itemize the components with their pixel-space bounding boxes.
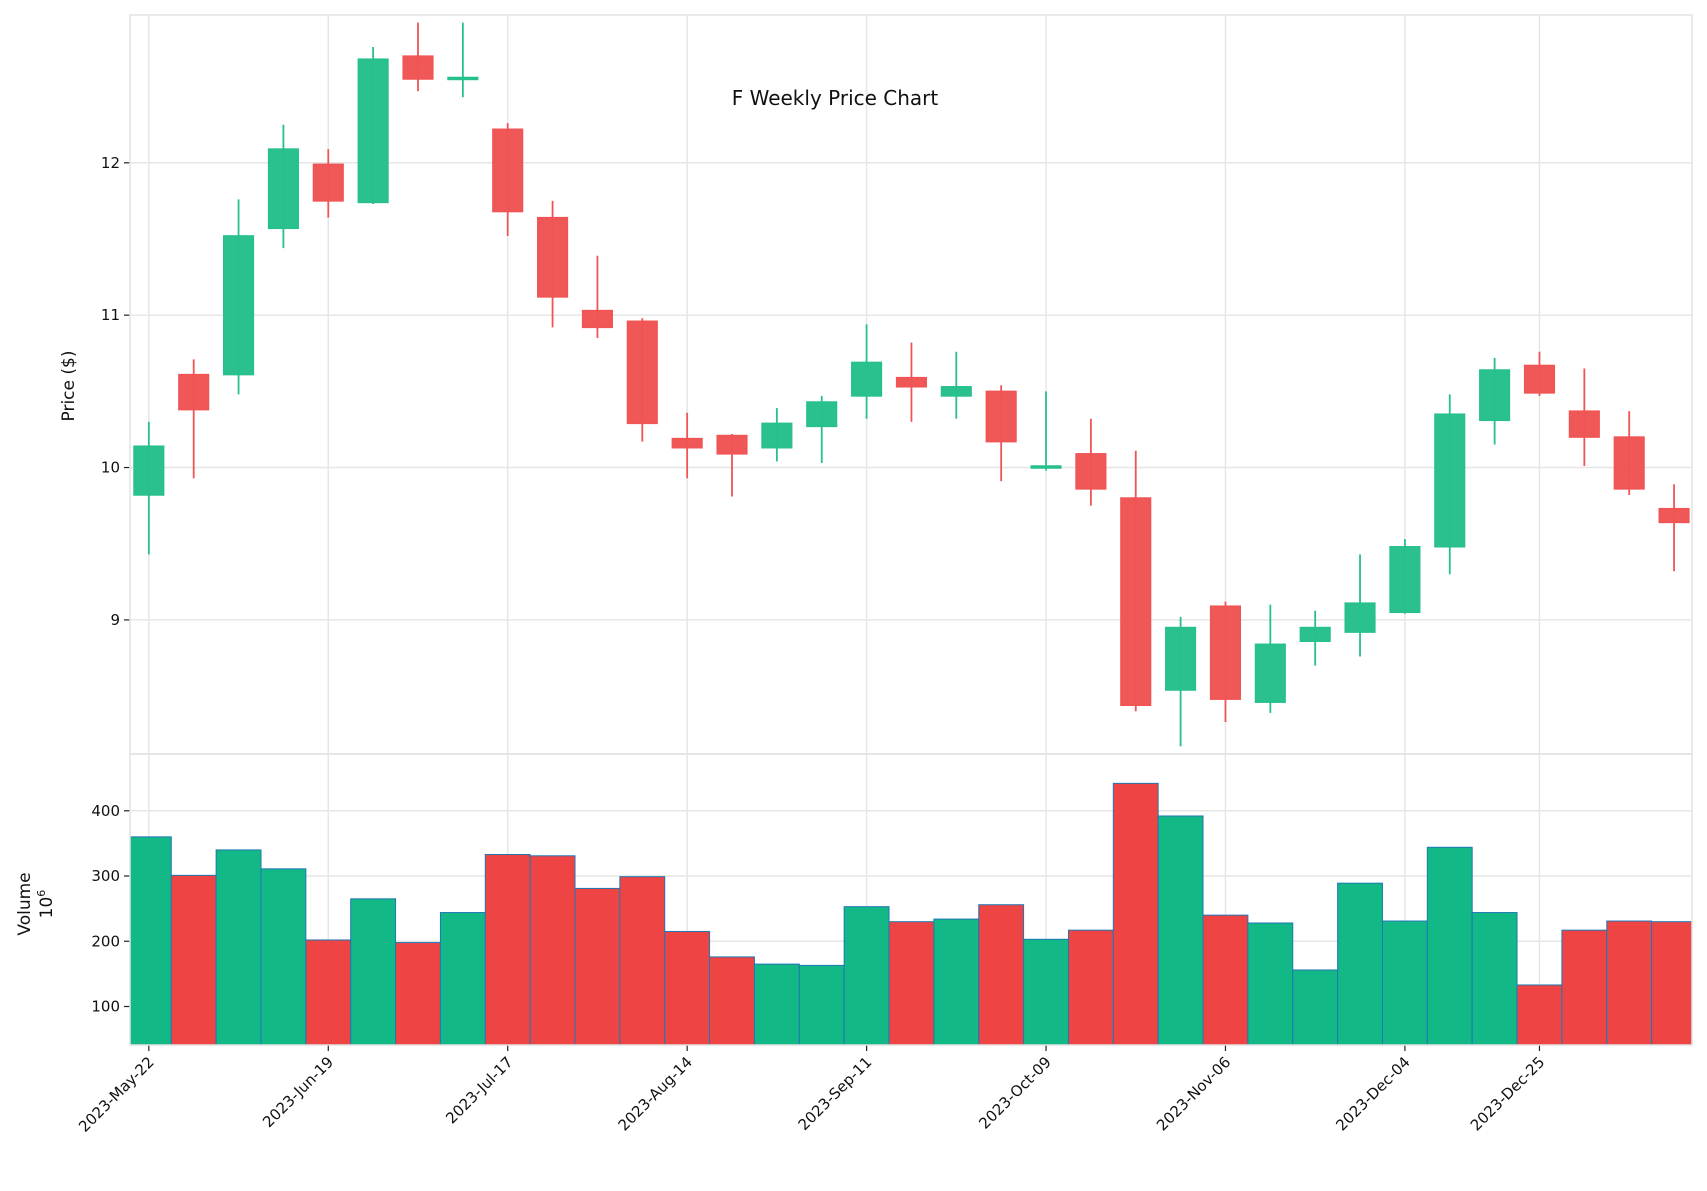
candle-body: [940, 386, 972, 397]
volume-bar: [129, 836, 172, 1046]
candle-body: [1120, 497, 1152, 706]
candle-body: [985, 390, 1017, 443]
candle-body: [1389, 546, 1421, 614]
x-tick-label: 2023-Jun-19: [259, 1053, 337, 1131]
candle-body: [447, 76, 479, 81]
volume-bar: [1202, 914, 1249, 1046]
volume-tick-label: 100: [91, 998, 120, 1016]
candle-body: [895, 376, 928, 388]
y-tick-label: 11: [101, 306, 120, 324]
x-tick-label: 2023-Dec-25: [1467, 1053, 1548, 1134]
candle-body: [178, 373, 210, 411]
volume-bar: [1606, 920, 1653, 1046]
volume-bar: [709, 956, 755, 1046]
volume-bar: [1112, 782, 1159, 1046]
candle-body: [1030, 465, 1062, 469]
volume-tick-label: 300: [91, 867, 120, 885]
volume-bar: [215, 849, 262, 1046]
volume-bar: [1023, 938, 1069, 1046]
candle-body: [851, 361, 883, 397]
x-tick-label: 2023-Sep-11: [795, 1053, 876, 1134]
candle-body: [1254, 643, 1286, 703]
volume-bars: [129, 782, 1693, 1046]
x-tick-label: 2023-Oct-09: [975, 1053, 1055, 1133]
volume-bar: [1247, 922, 1294, 1046]
y-tick-label: 12: [101, 154, 120, 172]
volume-bar: [305, 939, 352, 1046]
volume-bar: [439, 912, 486, 1046]
volume-bar: [529, 855, 576, 1046]
volume-tick-label: 200: [91, 932, 120, 950]
volume-bar: [978, 904, 1025, 1046]
candle-body: [1568, 410, 1600, 438]
candle-body: [133, 445, 165, 496]
candle-body: [1075, 453, 1107, 490]
volume-bar: [1381, 920, 1428, 1046]
candle-body: [671, 437, 703, 449]
candle-body: [626, 320, 658, 425]
candle-body: [761, 422, 793, 449]
y-tick-label: 9: [110, 611, 120, 629]
y-tick-label: 10: [101, 459, 120, 477]
volume-bar: [619, 876, 666, 1046]
volume-bar: [350, 898, 397, 1046]
volume-bar: [1292, 969, 1339, 1046]
candle-body: [1299, 626, 1331, 642]
candle-body: [1344, 602, 1376, 633]
candle-body: [357, 58, 389, 204]
candle-body: [581, 309, 613, 329]
volume-bar: [1067, 929, 1114, 1046]
volume-scale-exponent: 6: [35, 890, 48, 897]
volume-bar: [798, 964, 845, 1046]
candle-body: [1658, 507, 1690, 524]
candle-body: [402, 55, 434, 80]
volume-bar: [484, 853, 531, 1046]
chart-title: F Weekly Price Chart: [732, 86, 939, 110]
candle-body: [1479, 369, 1511, 422]
volume-bar: [1651, 921, 1693, 1046]
volume-bar: [843, 906, 890, 1046]
candle-body: [1434, 413, 1466, 548]
volume-scale-base: 10: [37, 897, 57, 919]
candle-body: [1523, 364, 1556, 394]
volume-bar: [1157, 815, 1204, 1046]
volume-scale-label: 106: [35, 890, 57, 919]
axes: 9 10 11 12 100 200 300 400: [91, 14, 1693, 1051]
volume-bar: [1561, 929, 1608, 1046]
x-tick-label: 2023-Jul-17: [442, 1053, 516, 1127]
volume-panel-frame: [129, 753, 1693, 1046]
volume-bar: [1516, 984, 1563, 1046]
volume-tick-label: 400: [91, 802, 120, 820]
candles: [133, 22, 1690, 747]
volume-bar: [395, 942, 441, 1046]
x-tick-labels: 2023-May-22 2023-Jun-19 2023-Jul-17 2023-Au…: [75, 1053, 1548, 1136]
y-axis-label: Price ($): [59, 351, 79, 422]
volume-bar: [1426, 846, 1473, 1046]
volume-bar: [753, 963, 800, 1046]
candle-body: [1613, 436, 1645, 490]
candle-body: [537, 216, 569, 298]
candle-body: [806, 401, 838, 428]
candle-body: [312, 163, 344, 202]
volume-bar: [888, 921, 935, 1046]
candle-body: [716, 434, 748, 455]
x-tick-label: 2023-Aug-14: [615, 1053, 696, 1134]
volume-axis-label: Volume: [15, 872, 35, 935]
x-tick-label: 2023-May-22: [75, 1053, 158, 1136]
volume-bar: [664, 930, 711, 1046]
volume-bar: [1337, 882, 1383, 1046]
volume-bar: [1471, 912, 1518, 1046]
volume-bar: [574, 887, 621, 1046]
x-tick-label: 2023-Nov-06: [1153, 1053, 1234, 1134]
candle-body: [223, 235, 255, 376]
candle-body: [1209, 605, 1242, 700]
volume-bar: [170, 874, 217, 1046]
candle-body: [1165, 626, 1197, 691]
x-tick-label: 2023-Dec-04: [1332, 1053, 1413, 1134]
candle-body: [267, 148, 299, 230]
candle-body: [492, 128, 524, 213]
volume-bar: [933, 918, 980, 1046]
volume-bar: [260, 868, 307, 1046]
